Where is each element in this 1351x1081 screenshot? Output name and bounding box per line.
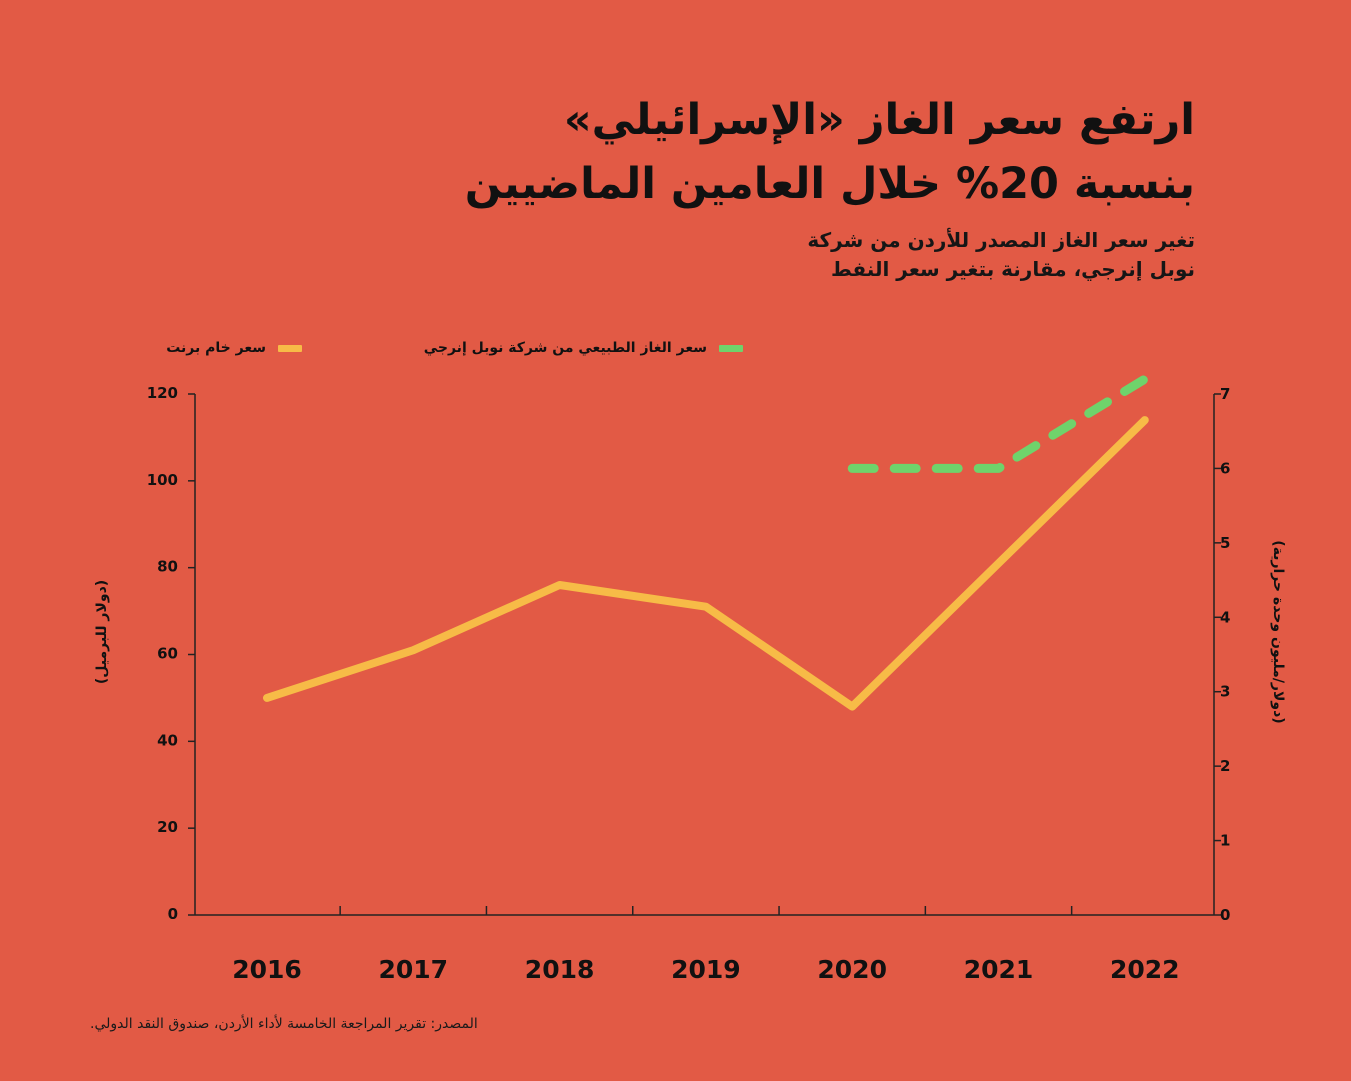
right-tick-label: 4 <box>1220 608 1230 626</box>
x-tick-label: 2021 <box>964 955 1034 984</box>
chart-series <box>263 374 1150 711</box>
left-tick-label: 0 <box>168 905 178 923</box>
headline-line-1: ارتفع سعر الغاز «الإسرائيلي» <box>563 95 1195 145</box>
right-tick-label: 7 <box>1220 385 1230 403</box>
x-tick-label: 2020 <box>817 955 887 984</box>
source-note: المصدر: تقرير المراجعة الخامسة لأداء الأ… <box>90 1016 478 1032</box>
headline-line-2: بنسبة 20% خلال العامين الماضيين <box>464 159 1195 209</box>
chart-subtitle: تغير سعر الغاز المصدر للأردن من شركة نوب… <box>595 226 1195 284</box>
left-tick-label: 80 <box>157 558 178 576</box>
x-tick-label: 2016 <box>232 955 302 984</box>
legend-swatch-gas <box>719 344 743 352</box>
left-tick-label: 20 <box>157 818 178 836</box>
series-line-brent <box>263 416 1149 711</box>
right-tick-label: 6 <box>1220 459 1230 477</box>
right-tick-label: 3 <box>1220 683 1230 701</box>
legend-item-gas: سعر الغاز الطبيعي من شركة نوبل إنرجي <box>424 340 743 356</box>
x-tick-label: 2019 <box>671 955 741 984</box>
chart-headline: ارتفع سعر الغاز «الإسرائيلي» بنسبة 20% خ… <box>375 88 1195 216</box>
right-tick-label: 2 <box>1220 757 1230 775</box>
left-tick-label: 60 <box>157 645 178 663</box>
left-tick-label: 120 <box>147 384 178 402</box>
subtitle-line-1: تغير سعر الغاز المصدر للأردن من شركة <box>807 228 1195 252</box>
x-tick-label: 2018 <box>525 955 595 984</box>
legend-item-brent: سعر خام برنت <box>166 340 302 356</box>
right-tick-label: 1 <box>1220 832 1230 850</box>
subtitle-line-2: نوبل إنرجي، مقارنة بتغير سعر النفط <box>830 257 1195 281</box>
right-tick-label: 5 <box>1220 534 1230 552</box>
left-axis-title: (دولار للبرميل) <box>94 579 110 685</box>
right-tick-label: 0 <box>1220 906 1230 924</box>
left-tick-label: 40 <box>157 731 178 749</box>
legend-label-brent: سعر خام برنت <box>166 340 266 356</box>
x-tick-label: 2022 <box>1110 955 1180 984</box>
chart-axes: 0 20 40 60 80 100 120 0 1 2 3 4 5 6 7 2016 2017 2018 2019 2… <box>147 384 1231 984</box>
x-tick-label: 2017 <box>379 955 449 984</box>
right-axis-title: (دولار/مليون وحدة حرارية) <box>1270 540 1286 724</box>
legend-swatch-brent <box>278 344 302 352</box>
series-line-gas <box>847 374 1150 473</box>
left-tick-label: 100 <box>147 471 178 489</box>
legend-label-gas: سعر الغاز الطبيعي من شركة نوبل إنرجي <box>423 340 707 356</box>
